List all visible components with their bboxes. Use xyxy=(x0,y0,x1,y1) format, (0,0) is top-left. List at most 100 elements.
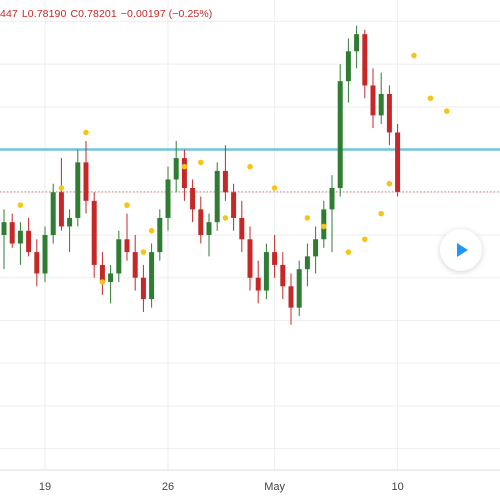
signal-marker xyxy=(17,202,24,208)
legend-open-fragment: 447 xyxy=(0,8,18,20)
candle-body xyxy=(345,51,351,82)
candle-body xyxy=(370,85,376,116)
candle-body xyxy=(149,252,155,300)
signal-marker xyxy=(140,249,147,255)
signal-marker xyxy=(411,52,417,59)
candle-body xyxy=(91,200,97,265)
candle xyxy=(247,226,253,291)
signal-marker xyxy=(124,202,130,208)
signal-marker xyxy=(386,180,393,187)
time-axis-labels: 19 26 May 10 xyxy=(39,481,404,493)
candle xyxy=(108,264,114,304)
time-axis-label: 10 xyxy=(391,481,403,493)
candle-body xyxy=(165,179,171,218)
candle xyxy=(280,252,286,300)
candle-body xyxy=(157,217,163,253)
candle-body xyxy=(354,34,360,52)
candle xyxy=(362,29,368,99)
candle xyxy=(181,149,187,201)
signal-marker xyxy=(247,163,253,170)
candle-body xyxy=(378,94,384,116)
legend-change: −0.00197 (−0.25%) xyxy=(120,8,213,20)
candle xyxy=(116,230,122,282)
signal-marker xyxy=(321,223,327,230)
signal-marker xyxy=(304,215,311,221)
candle-body xyxy=(26,230,32,253)
candle xyxy=(263,243,269,300)
candle-body xyxy=(198,209,204,235)
candle xyxy=(222,145,228,201)
candle-body xyxy=(263,252,269,291)
candle xyxy=(34,239,40,287)
candle xyxy=(149,243,155,308)
signal-marker xyxy=(148,227,155,234)
candle xyxy=(83,141,89,214)
candle xyxy=(157,209,163,261)
candle xyxy=(370,68,376,129)
candle xyxy=(9,213,15,248)
candle xyxy=(386,85,392,146)
candle-body xyxy=(34,252,40,274)
candle-body xyxy=(75,162,81,218)
candle-body xyxy=(140,277,146,300)
candles-group xyxy=(1,25,401,325)
candle xyxy=(214,162,220,231)
candle xyxy=(165,166,171,231)
signal-marker xyxy=(198,159,204,166)
signal-marker xyxy=(83,129,89,136)
candle xyxy=(231,183,237,231)
candle-body xyxy=(132,252,138,278)
candle xyxy=(140,264,146,312)
play-icon xyxy=(457,243,468,257)
play-button[interactable] xyxy=(440,229,482,271)
candle-body xyxy=(222,170,228,193)
candle-body xyxy=(329,188,335,210)
candle-body xyxy=(255,277,261,291)
candle-body xyxy=(83,162,89,201)
time-axis-label: 19 xyxy=(39,481,51,493)
candle-body xyxy=(42,235,48,274)
candle-body xyxy=(17,230,23,244)
candle-body xyxy=(9,222,15,244)
time-axis-label: May xyxy=(264,481,285,493)
candle xyxy=(329,175,335,253)
candle-body xyxy=(296,269,302,308)
candle-body xyxy=(362,34,368,86)
candle-body xyxy=(231,192,237,218)
candle-body xyxy=(386,94,392,133)
candle xyxy=(190,179,196,223)
ohlc-legend: 447 L0.78190 C0.78201 −0.00197 (−0.25%) xyxy=(0,8,216,20)
candle xyxy=(17,222,23,265)
candle xyxy=(42,226,48,282)
signal-marker xyxy=(378,210,385,217)
candle xyxy=(67,209,73,253)
candle xyxy=(206,213,212,257)
candle xyxy=(272,235,278,278)
candle-body xyxy=(50,192,56,235)
legend-low: L0.78190 xyxy=(21,8,67,20)
candle-body xyxy=(288,286,294,308)
candle xyxy=(173,141,179,193)
candle xyxy=(132,235,138,291)
time-axis-label: 26 xyxy=(162,481,174,493)
candle-body xyxy=(190,188,196,210)
candle xyxy=(124,213,130,261)
candle-body xyxy=(124,239,130,253)
candle-body xyxy=(181,158,187,188)
signal-marker xyxy=(271,185,278,191)
candle xyxy=(288,273,294,325)
candle-body xyxy=(280,264,286,287)
candle xyxy=(50,183,56,244)
signal-marker xyxy=(181,163,188,170)
legend-close: C0.78201 xyxy=(70,8,117,20)
candle xyxy=(58,158,64,231)
candle xyxy=(1,209,7,270)
signal-marker xyxy=(427,95,434,102)
signal-marker xyxy=(362,236,368,243)
candle xyxy=(378,72,384,124)
candle-body xyxy=(337,81,343,188)
candle-body xyxy=(116,239,122,274)
candle-body xyxy=(1,222,7,235)
candle-body xyxy=(272,252,278,265)
